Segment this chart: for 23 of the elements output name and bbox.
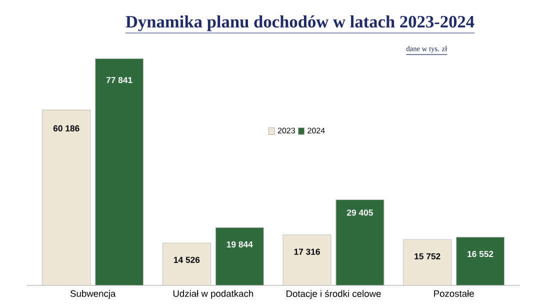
x-tick-label: Dotacje i środki celowe [286, 290, 381, 299]
bar [215, 227, 264, 286]
data-label: 77 841 [106, 76, 132, 84]
bar [403, 239, 452, 286]
data-label: 19 844 [226, 241, 253, 248]
data-label: 16 552 [468, 250, 494, 258]
bar [162, 242, 211, 286]
data-label: 29 405 [347, 210, 373, 216]
x-tick-label: Subwencja [70, 290, 116, 299]
data-label: 15 752 [414, 253, 440, 260]
x-tick-label: Udział w podatkach [173, 290, 254, 299]
legend-label: 2024 [308, 128, 325, 134]
x-tick-label: Pozostałe [434, 290, 474, 297]
data-label: 14 526 [174, 256, 200, 263]
bar [42, 110, 91, 286]
chart-title: Dynamika planu dochodów w latach 2023-2024 [126, 15, 474, 32]
bar [456, 236, 505, 286]
legend-label: 2023 [278, 128, 295, 134]
bar [336, 199, 384, 286]
data-label: 17 316 [294, 248, 320, 255]
data-label: 60 186 [53, 125, 80, 132]
bar [282, 234, 332, 286]
bar [95, 58, 144, 286]
